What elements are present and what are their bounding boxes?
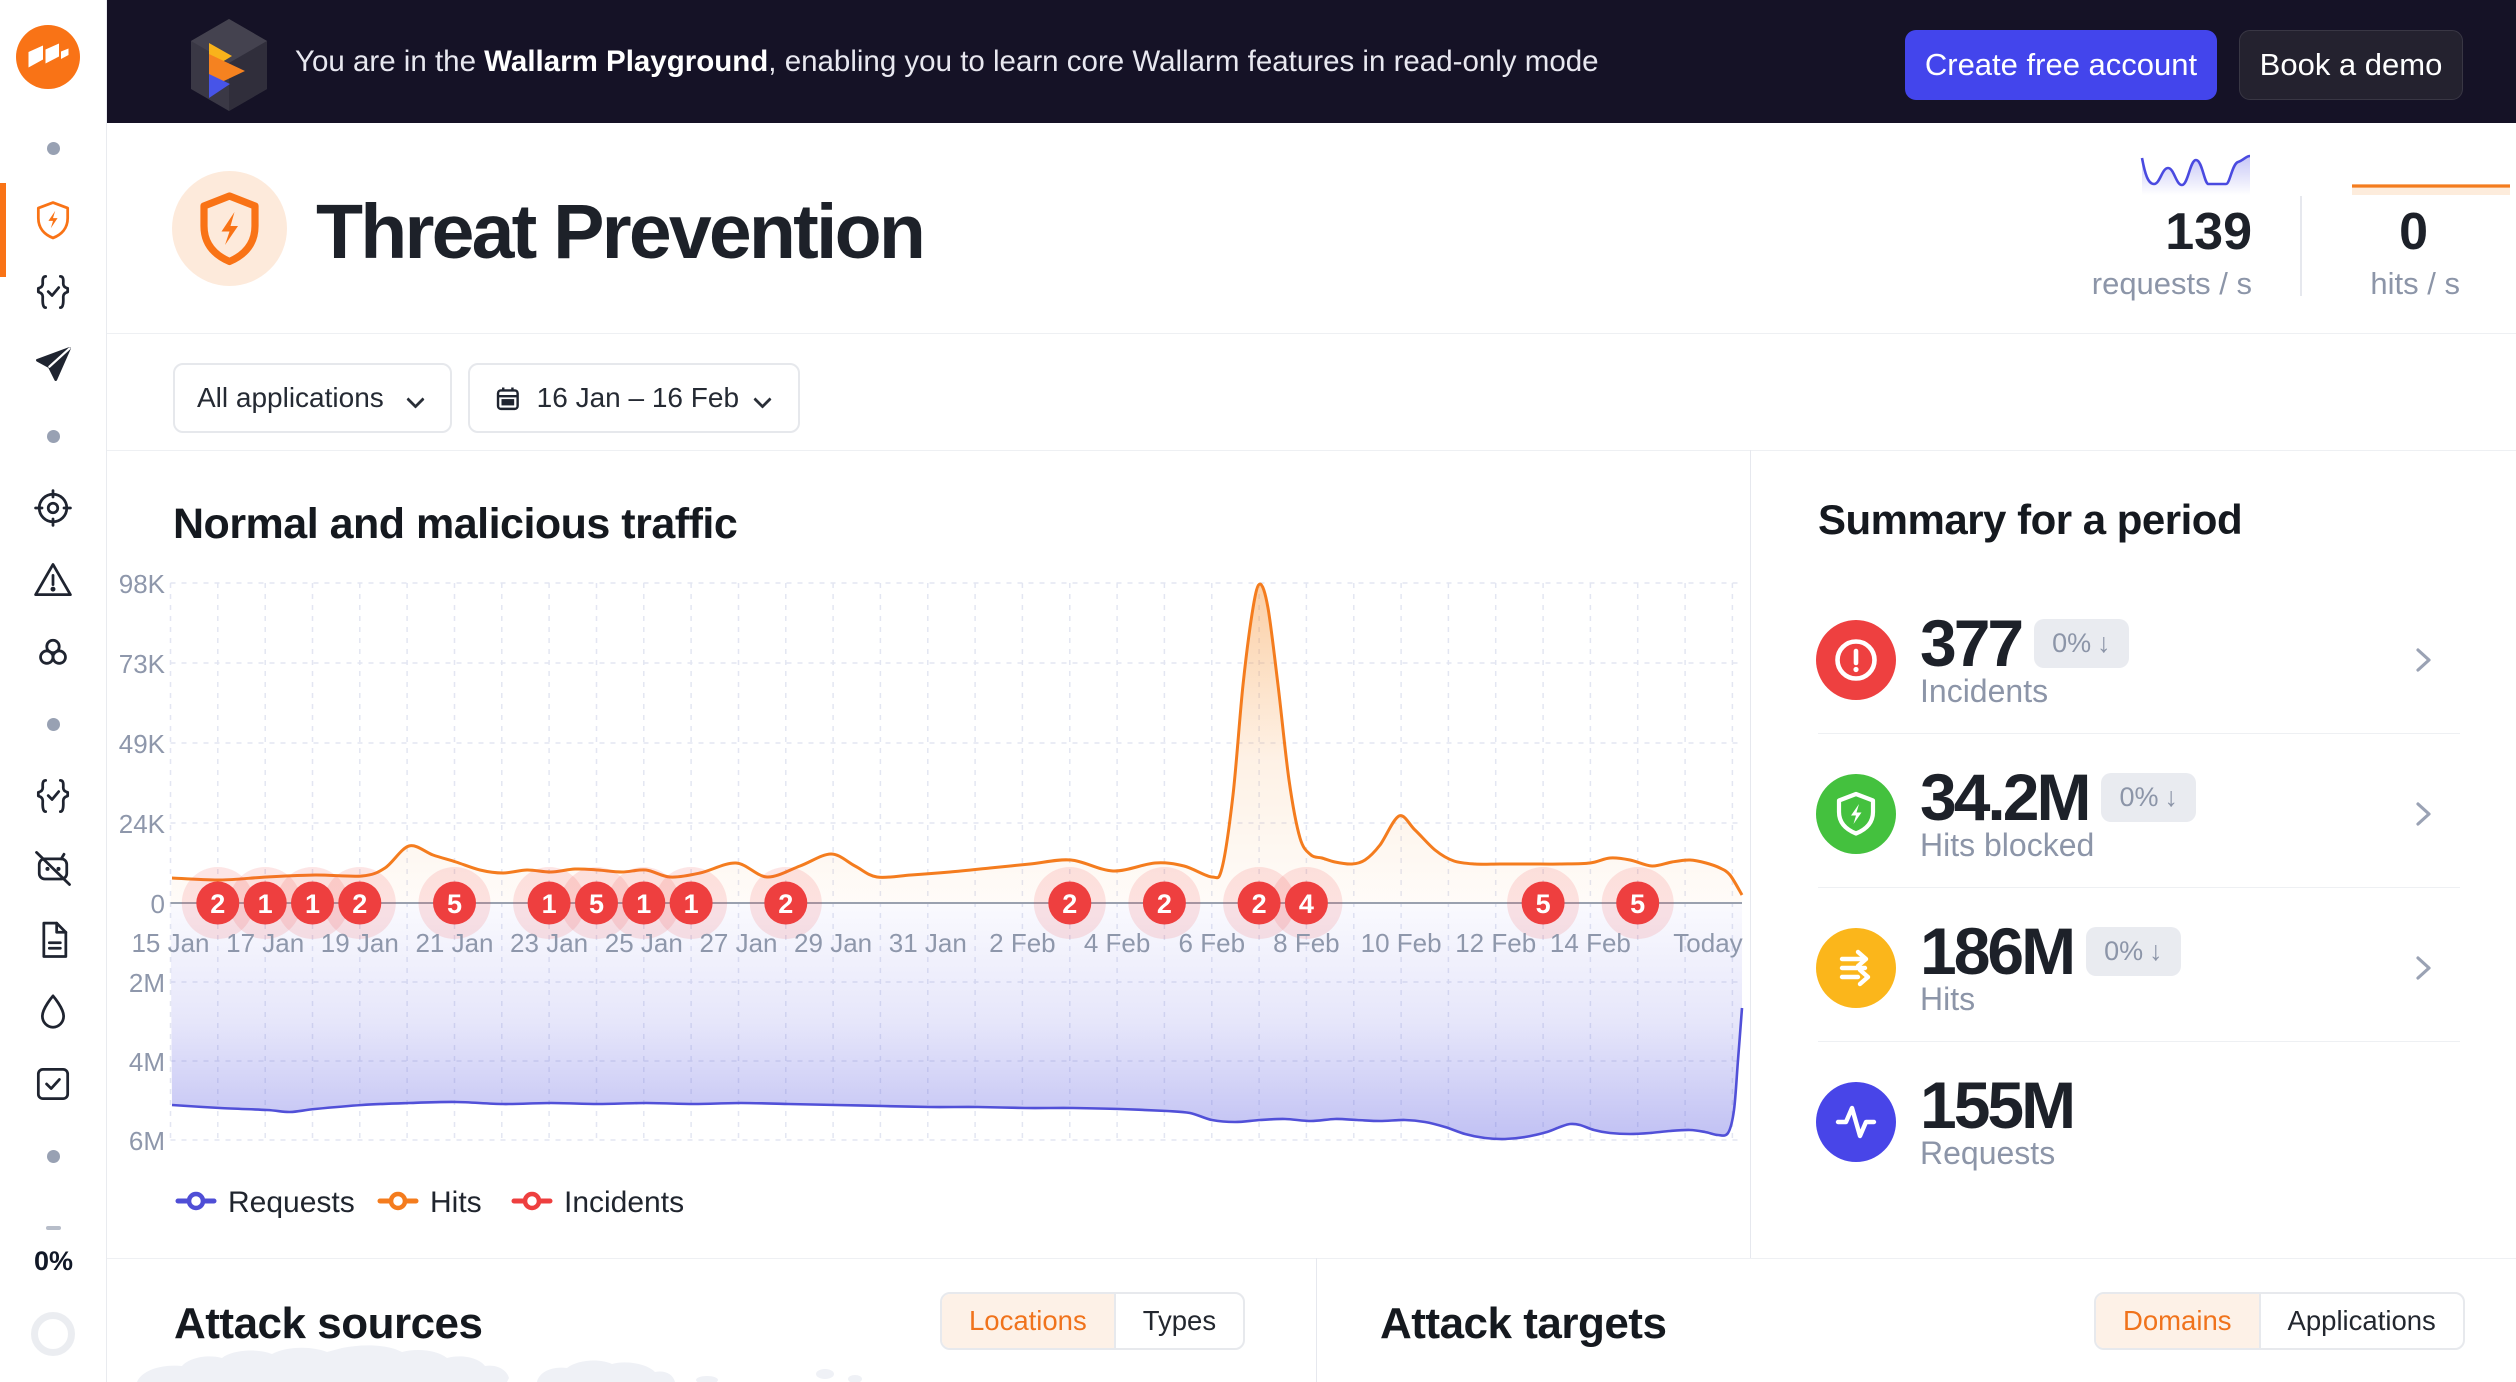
svg-text:4M: 4M (129, 1047, 165, 1077)
svg-text:29 Jan: 29 Jan (794, 928, 872, 958)
svg-text:23 Jan: 23 Jan (510, 928, 588, 958)
svg-text:1: 1 (684, 889, 699, 919)
svg-text:27 Jan: 27 Jan (699, 928, 777, 958)
svg-text:4: 4 (1299, 889, 1314, 919)
svg-text:14 Feb: 14 Feb (1550, 928, 1631, 958)
svg-text:5: 5 (447, 889, 462, 919)
svg-text:1: 1 (542, 889, 557, 919)
svg-text:12 Feb: 12 Feb (1455, 928, 1536, 958)
svg-text:2 Feb: 2 Feb (989, 928, 1056, 958)
svg-text:15 Jan: 15 Jan (131, 928, 209, 958)
svg-text:2: 2 (1157, 889, 1172, 919)
svg-text:31 Jan: 31 Jan (889, 928, 967, 958)
svg-text:Today: Today (1673, 928, 1742, 958)
svg-text:0: 0 (151, 889, 165, 919)
svg-text:Incidents: Incidents (564, 1186, 684, 1219)
svg-text:6 Feb: 6 Feb (1179, 928, 1246, 958)
svg-text:2: 2 (778, 889, 793, 919)
svg-text:Hits: Hits (430, 1186, 482, 1219)
svg-text:2: 2 (1252, 889, 1267, 919)
svg-text:2: 2 (210, 889, 225, 919)
svg-text:10 Feb: 10 Feb (1361, 928, 1442, 958)
svg-text:25 Jan: 25 Jan (605, 928, 683, 958)
svg-text:Requests: Requests (228, 1186, 355, 1219)
svg-text:49K: 49K (119, 729, 166, 759)
svg-text:5: 5 (1630, 889, 1645, 919)
svg-text:2: 2 (1062, 889, 1077, 919)
svg-text:98K: 98K (119, 569, 166, 599)
svg-text:19 Jan: 19 Jan (321, 928, 399, 958)
svg-text:1: 1 (636, 889, 651, 919)
svg-text:73K: 73K (119, 649, 166, 679)
svg-text:1: 1 (305, 889, 320, 919)
svg-text:8 Feb: 8 Feb (1273, 928, 1340, 958)
svg-text:6M: 6M (129, 1126, 165, 1156)
svg-text:4 Feb: 4 Feb (1084, 928, 1151, 958)
svg-text:24K: 24K (119, 809, 166, 839)
svg-text:17 Jan: 17 Jan (226, 928, 304, 958)
svg-text:5: 5 (1536, 889, 1551, 919)
svg-text:21 Jan: 21 Jan (415, 928, 493, 958)
svg-text:5: 5 (589, 889, 604, 919)
svg-text:2M: 2M (129, 968, 165, 998)
svg-text:2: 2 (352, 889, 367, 919)
svg-text:1: 1 (258, 889, 273, 919)
